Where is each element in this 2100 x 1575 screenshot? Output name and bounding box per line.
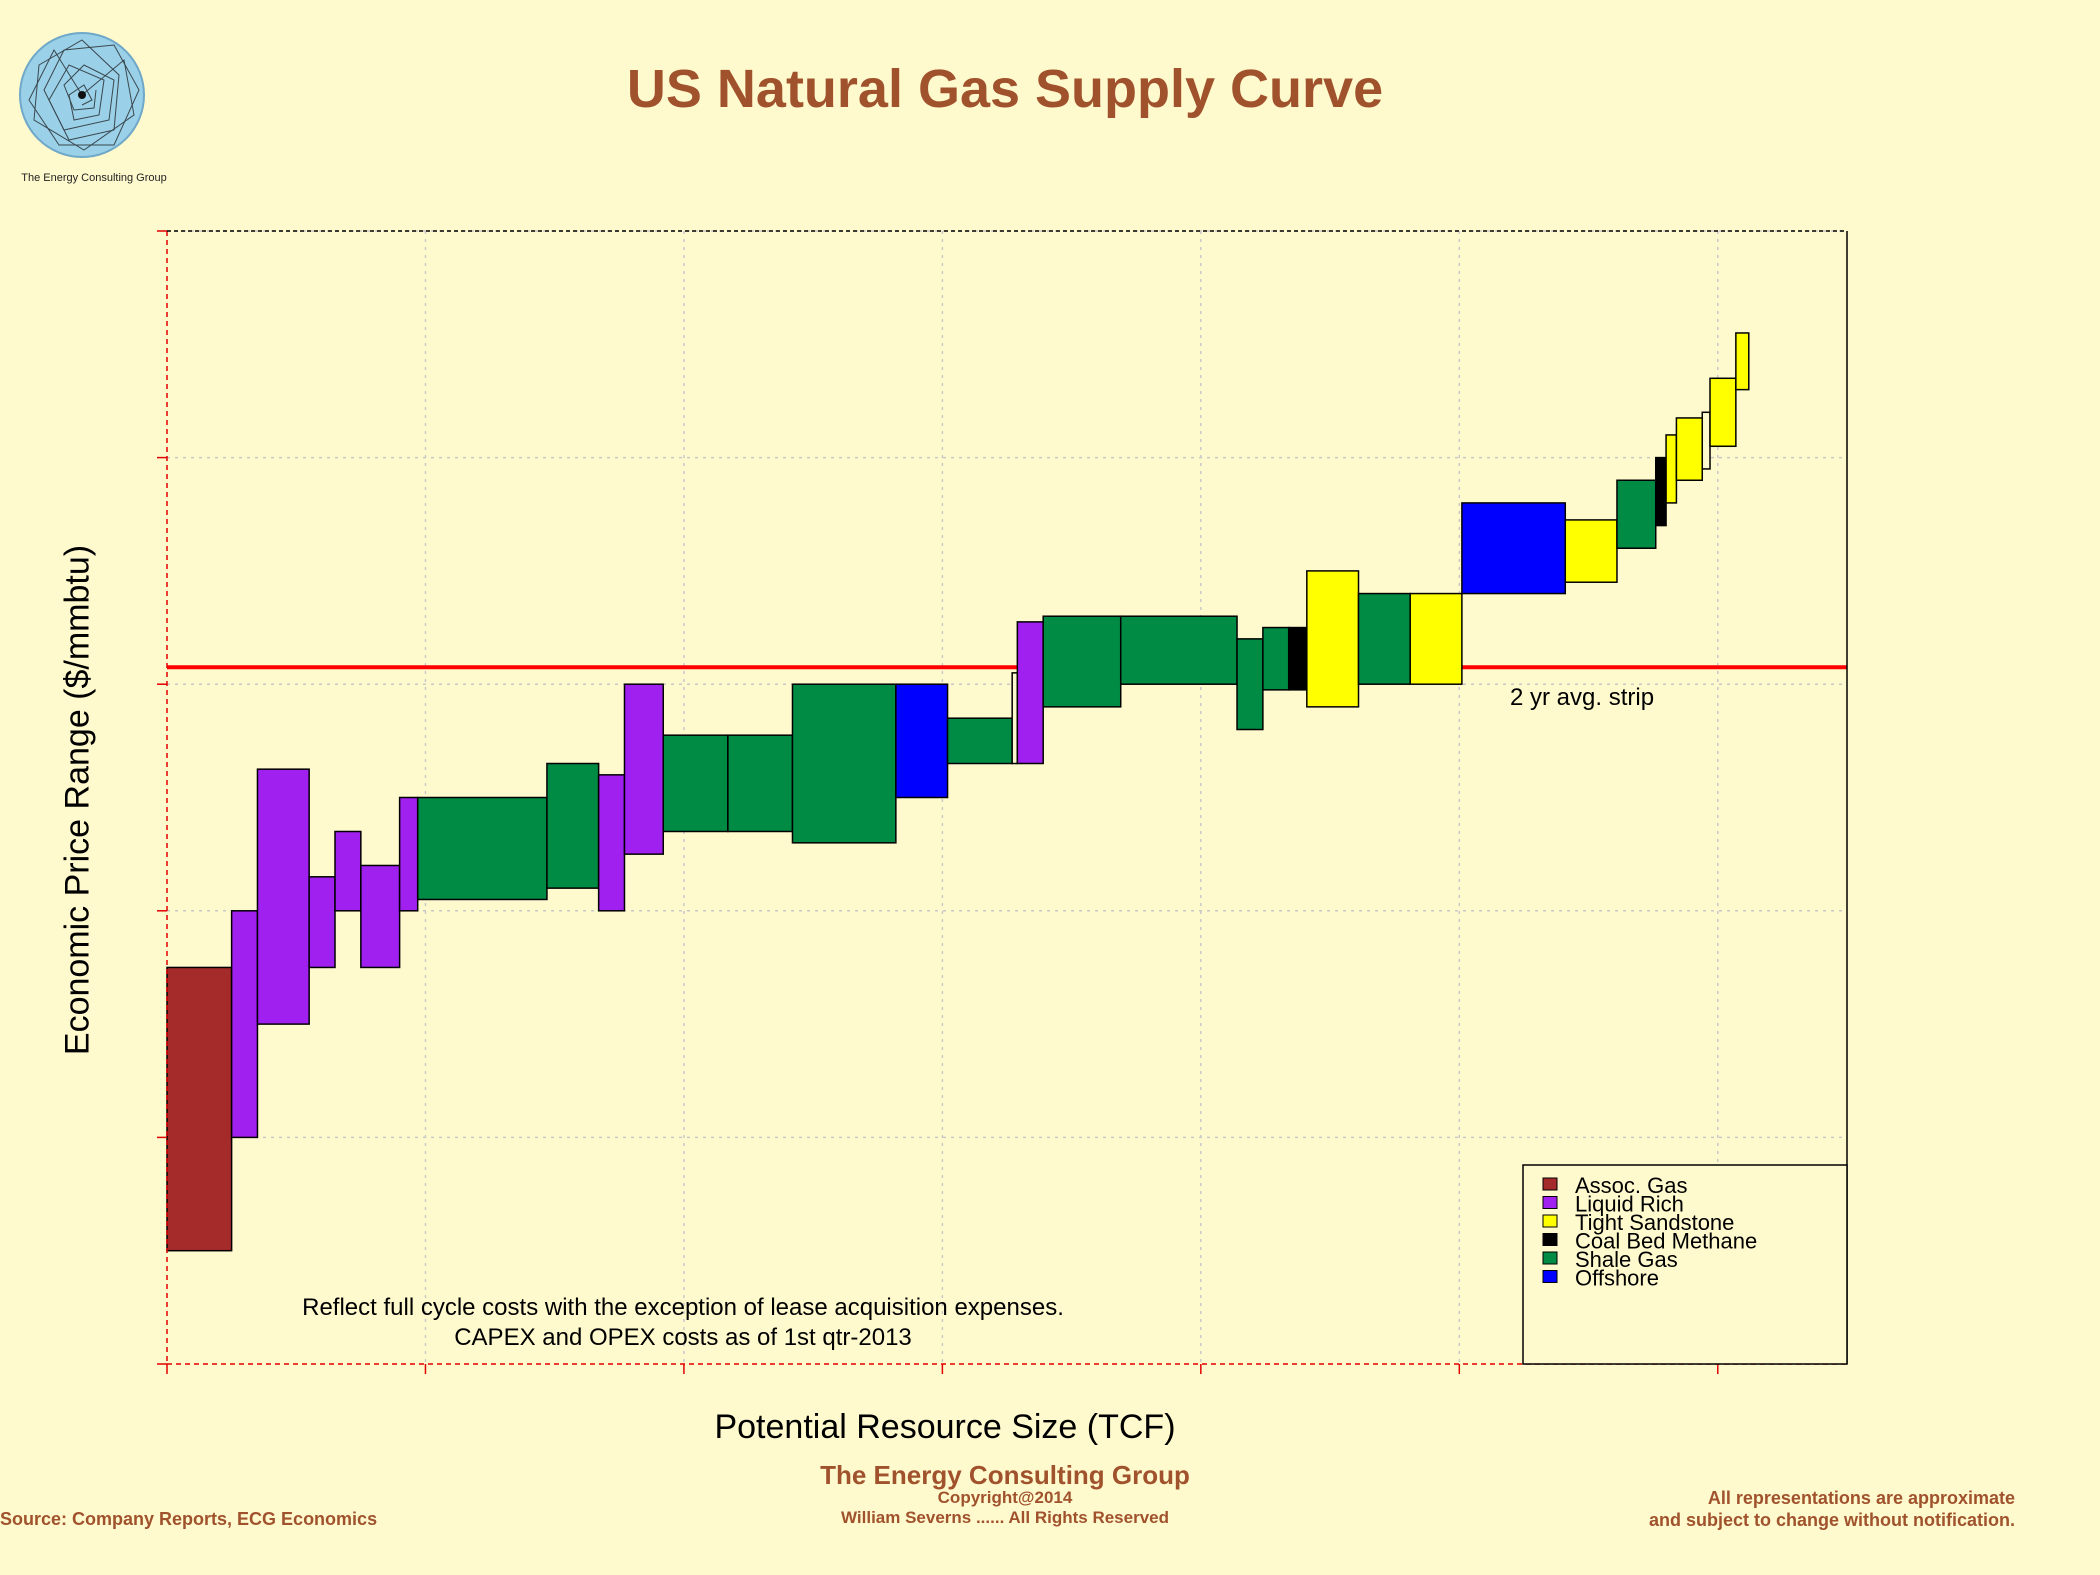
supply-box bbox=[398, 796, 419, 912]
footer-company: The Energy Consulting Group bbox=[820, 1460, 1190, 1490]
supply-box bbox=[727, 734, 794, 833]
annotation: Reflect full cycle costs with the except… bbox=[302, 1294, 1064, 1351]
y-axis-label: Economic Price Range ($/mmbtu) bbox=[58, 544, 97, 1056]
footer-disclaimer: All representations are approximate and … bbox=[1649, 1487, 2015, 1531]
annotation-line: CAPEX and OPEX costs as of 1st qtr-2013 bbox=[454, 1324, 912, 1351]
supply-box bbox=[662, 734, 729, 833]
supply-box bbox=[1709, 377, 1737, 448]
supply-box bbox=[1616, 479, 1657, 549]
supply-box bbox=[334, 830, 362, 912]
supply-box bbox=[1042, 615, 1122, 708]
supply-box bbox=[1119, 615, 1238, 685]
supply-box bbox=[1357, 592, 1411, 685]
supply-box bbox=[1701, 411, 1711, 470]
supply-box bbox=[791, 683, 897, 844]
legend-label: Coal Bed Methane bbox=[1575, 1229, 1757, 1254]
footer-rights: William Severns ...... All Rights Reserv… bbox=[841, 1508, 1169, 1527]
supply-box bbox=[360, 864, 401, 969]
company-logo: The Energy Consulting Group bbox=[14, 20, 167, 195]
supply-box bbox=[1675, 417, 1704, 482]
supply-box bbox=[597, 774, 626, 912]
strip-price-label: 2 yr avg. strip bbox=[1510, 684, 1654, 711]
supply-box bbox=[895, 683, 949, 799]
supply-box bbox=[256, 768, 310, 1025]
chart-title: US Natural Gas Supply Curve bbox=[626, 59, 1384, 119]
logo-spiral-icon bbox=[19, 32, 145, 158]
supply-box bbox=[1236, 638, 1264, 731]
supply-box bbox=[166, 966, 233, 1252]
legend-swatch bbox=[1542, 1270, 1558, 1283]
supply-box bbox=[1262, 626, 1290, 691]
legend-swatch bbox=[1542, 1251, 1558, 1265]
supply-box bbox=[1016, 621, 1044, 765]
disclaimer-line-2: and subject to change without notificati… bbox=[1649, 1510, 2015, 1530]
supply-box bbox=[1011, 672, 1019, 765]
supply-boxes bbox=[166, 332, 1750, 1252]
legend-label: Shale Gas bbox=[1575, 1247, 1678, 1272]
footer-copyright: Copyright@2014 bbox=[937, 1488, 1073, 1507]
supply-box bbox=[416, 796, 548, 901]
supply-box bbox=[946, 717, 1013, 765]
footer-source: Source: Company Reports, ECG Economics bbox=[0, 1509, 378, 1529]
supply-box bbox=[1287, 626, 1308, 691]
legend-label: Assoc. Gas bbox=[1575, 1173, 1687, 1198]
legend-swatch bbox=[1542, 1177, 1558, 1191]
supply-box bbox=[1654, 456, 1667, 527]
reference-line-group: 2 yr avg. strip bbox=[167, 665, 1847, 711]
legend-swatch bbox=[1542, 1214, 1558, 1228]
supply-box bbox=[546, 762, 600, 889]
logo-caption: The Energy Consulting Group bbox=[21, 172, 167, 184]
supply-box bbox=[623, 683, 664, 855]
legend-swatch bbox=[1542, 1233, 1558, 1246]
supply-box bbox=[1564, 519, 1618, 583]
legend-box bbox=[1522, 1164, 1848, 1365]
supply-box bbox=[1735, 332, 1750, 391]
legend-label: Liquid Rich bbox=[1575, 1192, 1684, 1217]
annotation-line: Reflect full cycle costs with the except… bbox=[302, 1294, 1064, 1321]
x-axis-label: Potential Resource Size (TCF) bbox=[714, 1408, 1176, 1446]
supply-box bbox=[230, 910, 259, 1139]
supply-box bbox=[308, 876, 336, 969]
supply-box bbox=[1665, 434, 1678, 504]
footer-copyright-block: Copyright@2014 William Severns ...... Al… bbox=[0, 1488, 2010, 1528]
disclaimer-line-1: All representations are approximate bbox=[1707, 1488, 2015, 1508]
supply-box bbox=[1461, 502, 1567, 595]
legend-label: Offshore bbox=[1575, 1266, 1659, 1291]
supply-box bbox=[1306, 570, 1360, 708]
legend-swatch bbox=[1542, 1196, 1558, 1209]
legend-label: Tight Sandstone bbox=[1575, 1210, 1734, 1235]
supply-box bbox=[1409, 592, 1463, 685]
